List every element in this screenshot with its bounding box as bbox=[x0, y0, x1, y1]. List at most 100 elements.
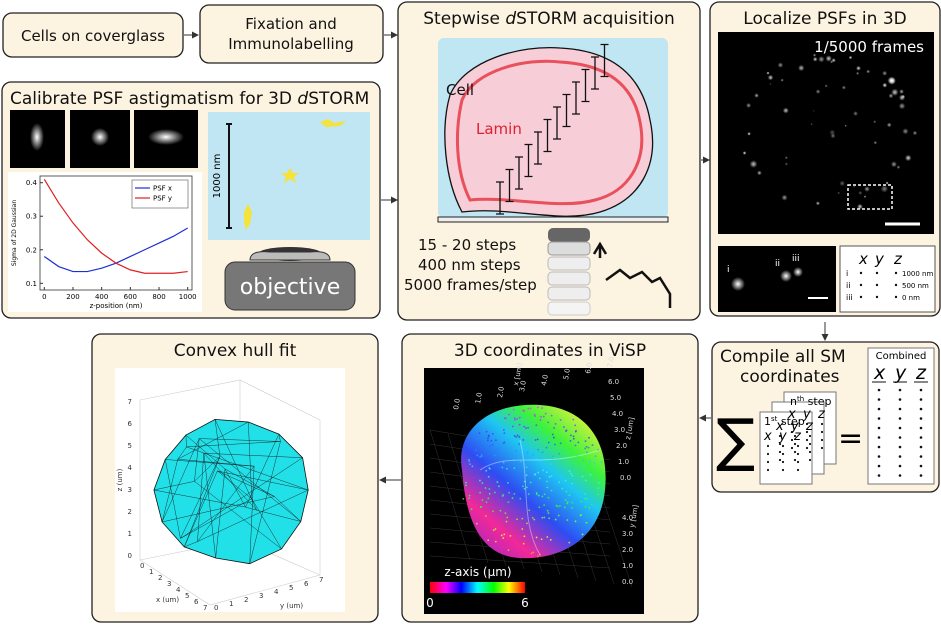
microscopy-image bbox=[718, 32, 934, 234]
x-tick-label: 0 bbox=[42, 293, 46, 301]
spot-label: ii bbox=[775, 259, 780, 269]
localization bbox=[577, 441, 580, 444]
stair-arrow bbox=[592, 241, 672, 308]
localization bbox=[479, 491, 482, 494]
axis-letter: z bbox=[915, 362, 927, 384]
spot bbox=[782, 107, 789, 114]
step-label: nth step bbox=[790, 395, 831, 408]
localization bbox=[570, 472, 572, 475]
localization bbox=[503, 417, 506, 419]
localization bbox=[541, 407, 544, 409]
x-tick-label: 1000 bbox=[179, 293, 197, 301]
tick-label: 5 bbox=[185, 592, 189, 600]
table-header: z bbox=[893, 250, 903, 268]
axis-label: z [um] bbox=[624, 416, 636, 440]
localization bbox=[580, 500, 583, 503]
visp-render: 0.0 1.0 2.0 3.0 4.0 5.0 6.0 7.0 x [um] 6.0 5.0 4.0 3… bbox=[426, 356, 640, 610]
axis-letter: x bbox=[787, 407, 796, 422]
spot bbox=[754, 93, 759, 98]
localization bbox=[513, 492, 516, 495]
hull-edge bbox=[184, 466, 309, 548]
localization bbox=[546, 486, 549, 489]
localization bbox=[569, 434, 572, 437]
tick-label: 3 bbox=[259, 592, 263, 600]
localization bbox=[571, 506, 574, 509]
spot bbox=[856, 71, 860, 75]
localization bbox=[502, 461, 505, 464]
tick-label: 1 bbox=[128, 530, 132, 538]
axis-letter: y bbox=[778, 429, 787, 444]
localization bbox=[548, 476, 551, 478]
localization bbox=[555, 504, 558, 507]
localization bbox=[484, 515, 487, 517]
tick-label: 5 bbox=[128, 442, 132, 450]
cell-outline bbox=[444, 46, 654, 217]
dot bbox=[793, 434, 797, 438]
localization bbox=[493, 454, 496, 457]
localization bbox=[559, 505, 561, 507]
localization bbox=[498, 485, 500, 488]
dot bbox=[877, 407, 881, 411]
localization bbox=[480, 455, 483, 458]
localization bbox=[479, 479, 481, 482]
localization bbox=[548, 517, 551, 520]
localization bbox=[588, 506, 591, 509]
localization bbox=[476, 454, 479, 457]
localization bbox=[522, 485, 524, 488]
grid-line bbox=[429, 555, 611, 569]
x-tick-label: 200 bbox=[66, 293, 79, 301]
row-value: 1000 nm bbox=[902, 270, 933, 278]
localization bbox=[527, 426, 529, 429]
spot bbox=[863, 195, 867, 198]
localization bbox=[586, 451, 588, 454]
localization bbox=[481, 482, 484, 484]
colorbar-tick-label: 0 bbox=[426, 596, 434, 610]
localization bbox=[536, 438, 539, 441]
dot bbox=[919, 388, 923, 392]
tick-label: 0 bbox=[214, 604, 218, 612]
localization bbox=[572, 437, 575, 440]
localization bbox=[597, 487, 600, 490]
tick-label: 6 bbox=[304, 580, 309, 588]
localization bbox=[584, 492, 587, 495]
axis-tick-label: 1.0 bbox=[622, 562, 633, 570]
colorbar-tick-label: 6 bbox=[521, 596, 529, 610]
spot bbox=[882, 70, 888, 76]
spot bbox=[891, 88, 899, 96]
localization bbox=[583, 497, 586, 500]
objective-label: objective bbox=[240, 275, 340, 300]
spot bbox=[812, 56, 818, 62]
panel-title: coordinates bbox=[740, 367, 840, 387]
tick-label: 0 bbox=[128, 552, 132, 560]
axis-tick-label: 0.0 bbox=[452, 398, 462, 410]
coordinate-table bbox=[839, 245, 936, 313]
panel-title: Localize PSFs in 3D bbox=[743, 9, 906, 29]
dot bbox=[898, 474, 902, 477]
spot bbox=[899, 89, 904, 94]
localization bbox=[575, 429, 577, 432]
localization bbox=[485, 430, 488, 433]
localization bbox=[488, 492, 491, 495]
localization bbox=[571, 482, 574, 485]
localization bbox=[547, 421, 550, 424]
axis-tick-label: 0.0 bbox=[620, 474, 631, 482]
localization bbox=[538, 494, 540, 497]
localization bbox=[559, 419, 562, 421]
dot bbox=[796, 444, 800, 448]
localization bbox=[513, 467, 516, 470]
dot bbox=[805, 446, 809, 450]
dot bbox=[790, 422, 794, 426]
localization bbox=[532, 458, 534, 461]
localization bbox=[536, 493, 538, 496]
localization bbox=[541, 516, 544, 519]
axis-tick-label: 3.0 bbox=[518, 380, 528, 392]
localization bbox=[468, 494, 471, 497]
axis-tick-label: 2.0 bbox=[616, 442, 627, 450]
dot bbox=[766, 468, 770, 472]
dot bbox=[796, 468, 800, 472]
localization bbox=[534, 439, 537, 441]
localization bbox=[556, 461, 559, 463]
spot bbox=[793, 267, 803, 277]
dot bbox=[820, 422, 824, 426]
axis-tick-label: 7.0 bbox=[606, 356, 616, 368]
